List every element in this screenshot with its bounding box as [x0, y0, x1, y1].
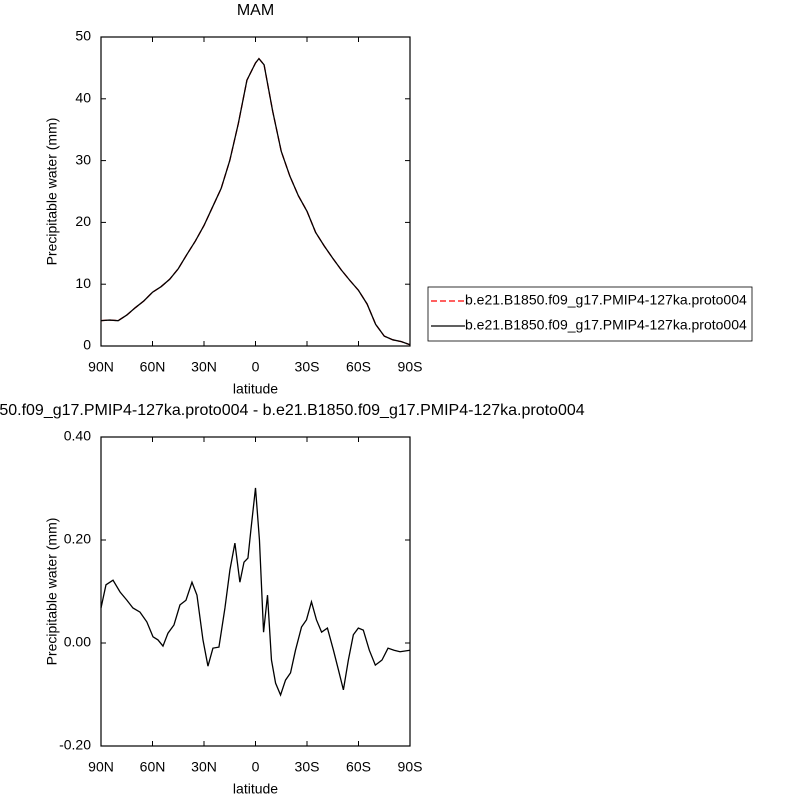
- x-tick-label: 60S: [346, 759, 371, 775]
- plot-frame: [100, 436, 411, 747]
- y-tick-label: 0.20: [64, 531, 91, 547]
- legend-box: [427, 286, 753, 342]
- legend-label: b.e21.B1850.f09_g17.PMIP4-127ka.proto004: [465, 292, 747, 308]
- y-tick-label: -0.20: [59, 737, 91, 753]
- y-tick-label: 0.00: [64, 634, 91, 650]
- data-line: [100, 487, 411, 697]
- x-tick-label: 30S: [295, 359, 320, 375]
- y-tick-label: 20: [75, 213, 91, 229]
- y-axis-label: Precipitable water (mm): [44, 118, 60, 266]
- x-tick-label: 30S: [295, 759, 320, 775]
- x-tick-label: 0: [252, 359, 260, 375]
- x-tick-label: 90S: [398, 359, 423, 375]
- data-line: [100, 57, 411, 346]
- x-tick-label: 30N: [191, 359, 217, 375]
- chart-title: MAM: [237, 2, 274, 19]
- x-axis-label: latitude: [233, 381, 278, 397]
- y-axis-label: Precipitable water (mm): [44, 518, 60, 666]
- x-tick-label: 60N: [140, 759, 166, 775]
- x-tick-label: 90N: [88, 359, 114, 375]
- x-tick-label: 60S: [346, 359, 371, 375]
- y-tick-label: 0.40: [64, 428, 91, 444]
- legend-label: b.e21.B1850.f09_g17.PMIP4-127ka.proto004: [465, 317, 747, 333]
- data-line: [100, 57, 411, 346]
- plot-frame: [100, 36, 411, 347]
- chart-title: b.e21.B1850.f09_g17.PMIP4-127ka.proto004…: [0, 402, 585, 419]
- y-tick-label: 50: [75, 28, 91, 44]
- x-tick-label: 30N: [191, 759, 217, 775]
- x-tick-label: 90N: [88, 759, 114, 775]
- x-tick-label: 0: [252, 759, 260, 775]
- y-tick-label: 0: [83, 337, 91, 353]
- x-axis-label: latitude: [233, 781, 278, 797]
- x-tick-label: 60N: [140, 359, 166, 375]
- x-tick-label: 90S: [398, 759, 423, 775]
- y-tick-label: 10: [75, 275, 91, 291]
- y-tick-label: 30: [75, 151, 91, 167]
- y-tick-label: 40: [75, 90, 91, 106]
